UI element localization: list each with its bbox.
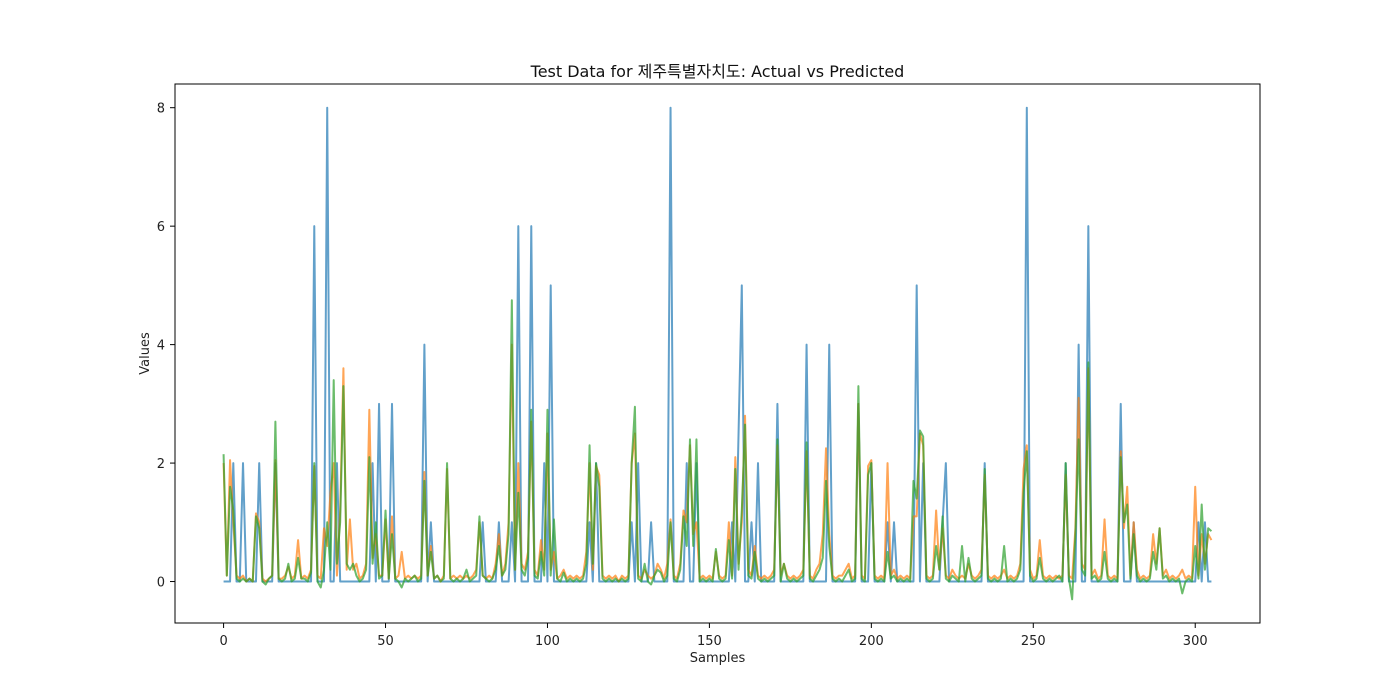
series-line-2 (222, 299, 1213, 601)
x-tick-label: 150 (697, 634, 722, 649)
plot-lines (222, 106, 1213, 601)
x-tick-label: 0 (219, 634, 227, 649)
y-tick-label: 6 (157, 220, 165, 235)
x-axis-ticks: 0 50 100 150 200 250 300 (219, 623, 1208, 649)
x-tick-label: 250 (1021, 634, 1046, 649)
y-tick-label: 0 (157, 576, 165, 591)
y-tick-label: 8 (157, 102, 165, 117)
y-axis-ticks: 0 2 4 6 8 (157, 102, 175, 591)
y-tick-label: 4 (157, 339, 165, 354)
x-axis-label: Samples (690, 651, 746, 666)
y-axis-label: Values (138, 332, 153, 375)
y-tick-label: 2 (157, 457, 165, 472)
x-tick-label: 50 (377, 634, 394, 649)
x-tick-label: 300 (1183, 634, 1208, 649)
chart-title: Test Data for 제주특별자치도: Actual vs Predict… (530, 62, 905, 81)
x-tick-label: 200 (859, 634, 884, 649)
plot-frame (174, 83, 1261, 624)
x-tick-label: 100 (535, 634, 560, 649)
